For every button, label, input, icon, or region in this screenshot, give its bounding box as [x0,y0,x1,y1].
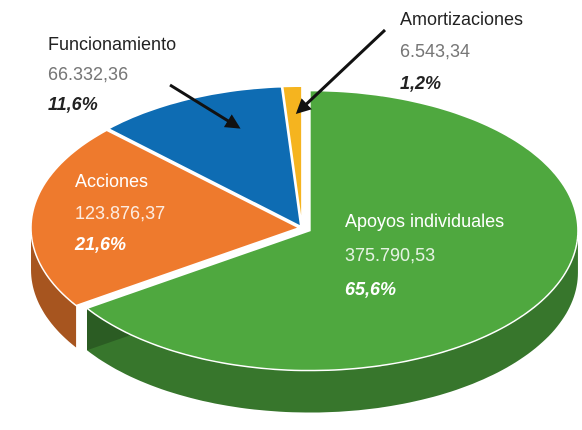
labels: Apoyos individuales 375.790,53 65,6% Acc… [48,9,523,299]
arrow [295,28,387,115]
slice [30,129,301,307]
label-amount: 6.543,34 [400,41,470,61]
label-name: Acciones [75,171,148,191]
slice-side [87,230,578,413]
label-amount: 123.876,37 [75,203,165,223]
label-amount: 375.790,53 [345,245,435,265]
slice-side [31,227,77,348]
label-share: 11,6% [48,94,98,114]
label-share: 65,6% [345,279,396,299]
slice [85,89,579,372]
label-name: Funcionamiento [48,34,176,54]
arrow [169,83,241,129]
pie [30,85,579,413]
slice [106,85,302,228]
label-share: 21,6% [74,234,126,254]
label-amount: 66.332,36 [48,64,128,84]
label-name: Amortizaciones [400,9,523,29]
label-share: 1,2% [400,73,441,93]
label-name: Apoyos individuales [345,211,504,231]
